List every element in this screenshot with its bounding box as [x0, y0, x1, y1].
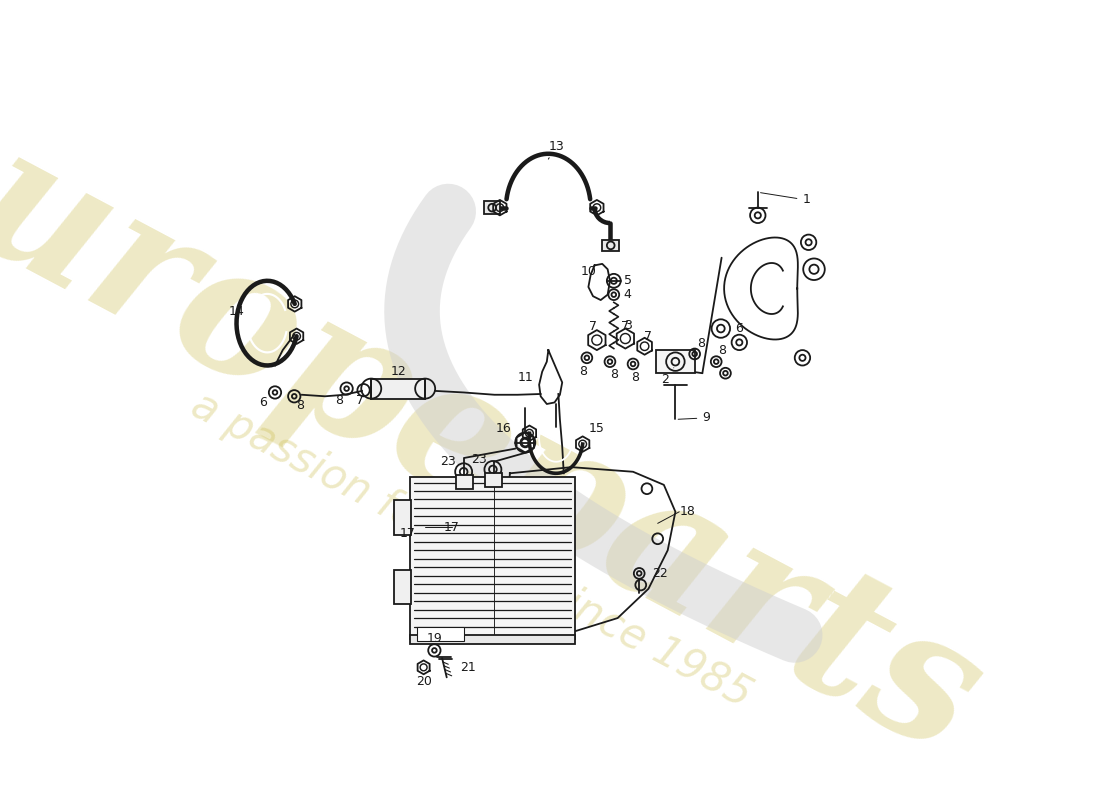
- Text: 8: 8: [718, 344, 726, 357]
- Text: europeparts: europeparts: [0, 62, 1008, 793]
- Text: 17: 17: [400, 527, 416, 540]
- Text: 8: 8: [609, 368, 618, 382]
- Text: 5: 5: [624, 274, 631, 287]
- Bar: [395, 570, 411, 604]
- Bar: [395, 500, 411, 535]
- Text: 4: 4: [624, 288, 631, 301]
- Text: a passion for parts since 1985: a passion for parts since 1985: [184, 384, 759, 717]
- Text: 22: 22: [652, 567, 668, 580]
- Text: 3: 3: [624, 319, 631, 332]
- Text: 14: 14: [229, 305, 244, 318]
- Bar: [656, 350, 695, 373]
- Text: 20: 20: [416, 674, 431, 688]
- Text: 10: 10: [581, 265, 596, 278]
- Text: 7: 7: [356, 394, 364, 407]
- Bar: [372, 379, 425, 398]
- Bar: [409, 477, 575, 639]
- Text: 1: 1: [760, 193, 811, 206]
- Bar: [484, 202, 499, 214]
- Text: 12: 12: [390, 365, 406, 378]
- Text: 11: 11: [517, 370, 534, 383]
- Bar: [603, 240, 619, 250]
- Text: 13: 13: [548, 139, 564, 159]
- Text: 8: 8: [696, 338, 705, 350]
- Text: 23: 23: [440, 455, 455, 468]
- Bar: [485, 474, 502, 487]
- Text: 8: 8: [579, 365, 587, 378]
- Text: 6: 6: [260, 396, 267, 409]
- Text: 7: 7: [621, 321, 629, 334]
- Bar: [455, 475, 473, 489]
- Text: 17: 17: [444, 521, 460, 534]
- Text: 8: 8: [296, 399, 304, 412]
- Bar: [418, 627, 464, 641]
- Text: 7: 7: [645, 330, 652, 342]
- Text: 8: 8: [334, 394, 343, 406]
- Bar: [409, 635, 575, 644]
- Text: 15: 15: [588, 422, 604, 435]
- Text: 2: 2: [661, 368, 674, 386]
- Text: 8: 8: [631, 370, 639, 383]
- Text: 9: 9: [679, 411, 711, 424]
- Text: 21: 21: [460, 661, 475, 674]
- Text: 18: 18: [680, 506, 695, 518]
- Text: 23: 23: [471, 453, 487, 466]
- Text: 16: 16: [496, 422, 512, 435]
- Text: 7: 7: [588, 321, 597, 334]
- Text: 19: 19: [427, 632, 442, 646]
- Text: 6: 6: [735, 322, 743, 335]
